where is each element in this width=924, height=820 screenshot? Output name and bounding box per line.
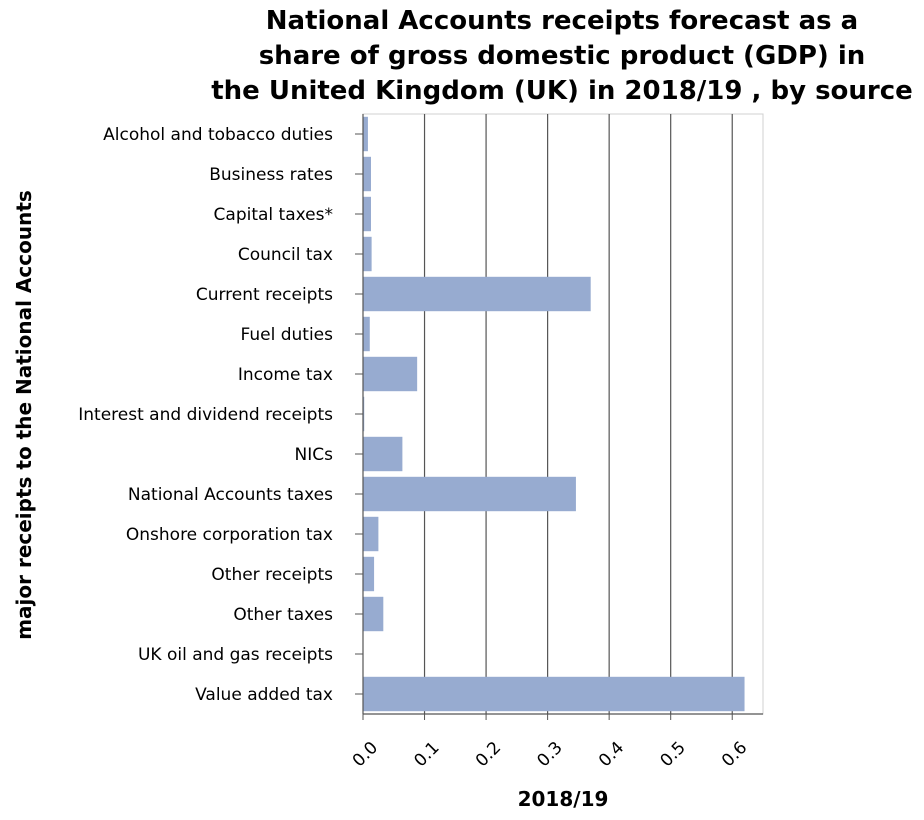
chart-title-line-3: the United Kingdom (UK) in 2018/19 , by … xyxy=(211,76,913,106)
y-tick-label: Current receipts xyxy=(196,285,333,305)
bar xyxy=(363,356,418,392)
x-tick-label: 0.0 xyxy=(349,738,382,771)
chart-title-line-1: National Accounts receipts forecast as a xyxy=(265,6,859,36)
bar xyxy=(363,436,403,472)
y-tick-label: National Accounts taxes xyxy=(128,485,333,505)
x-tick-label: 0.1 xyxy=(410,738,443,771)
y-tick-label: UK oil and gas receipts xyxy=(138,645,333,665)
bar xyxy=(363,476,576,512)
y-tick-label: Business rates xyxy=(209,165,333,185)
bar xyxy=(363,516,379,552)
y-axis-label: major receipts to the National Accounts xyxy=(12,190,36,640)
bar xyxy=(363,676,745,712)
x-tick-label: 0.6 xyxy=(718,738,751,771)
x-tick-label: 0.3 xyxy=(533,738,566,771)
x-axis-label: 2018/19 xyxy=(517,787,609,811)
x-tick-label: 0.2 xyxy=(472,738,505,771)
y-tick-label: Other taxes xyxy=(233,605,333,625)
bar xyxy=(363,556,375,592)
y-tick-label: Other receipts xyxy=(211,565,333,585)
y-tick-label: Fuel duties xyxy=(241,325,334,345)
y-tick-label: Alcohol and tobacco duties xyxy=(103,125,333,145)
bar xyxy=(363,396,365,432)
bar xyxy=(363,276,591,312)
y-tick-label: Council tax xyxy=(238,245,333,265)
bar xyxy=(363,196,371,232)
x-tick-label: 0.4 xyxy=(595,738,628,771)
y-tick-label: Onshore corporation tax xyxy=(126,525,333,545)
bar xyxy=(363,236,372,272)
chart-title: National Accounts receipts forecast as a… xyxy=(200,4,924,109)
bar xyxy=(363,316,370,352)
y-tick-label: Value added tax xyxy=(195,685,333,705)
bar xyxy=(363,116,368,152)
chart-title-line-2: share of gross domestic product (GDP) in xyxy=(258,41,866,71)
plot-frame xyxy=(362,113,764,715)
x-tick-label: 0.5 xyxy=(657,738,690,771)
y-tick-label: Capital taxes* xyxy=(214,205,333,225)
y-tick-label: Interest and dividend receipts xyxy=(78,405,333,425)
bar xyxy=(363,156,371,192)
bar xyxy=(363,596,384,632)
y-tick-label: Income tax xyxy=(238,365,333,385)
y-tick-label: NICs xyxy=(295,445,334,465)
